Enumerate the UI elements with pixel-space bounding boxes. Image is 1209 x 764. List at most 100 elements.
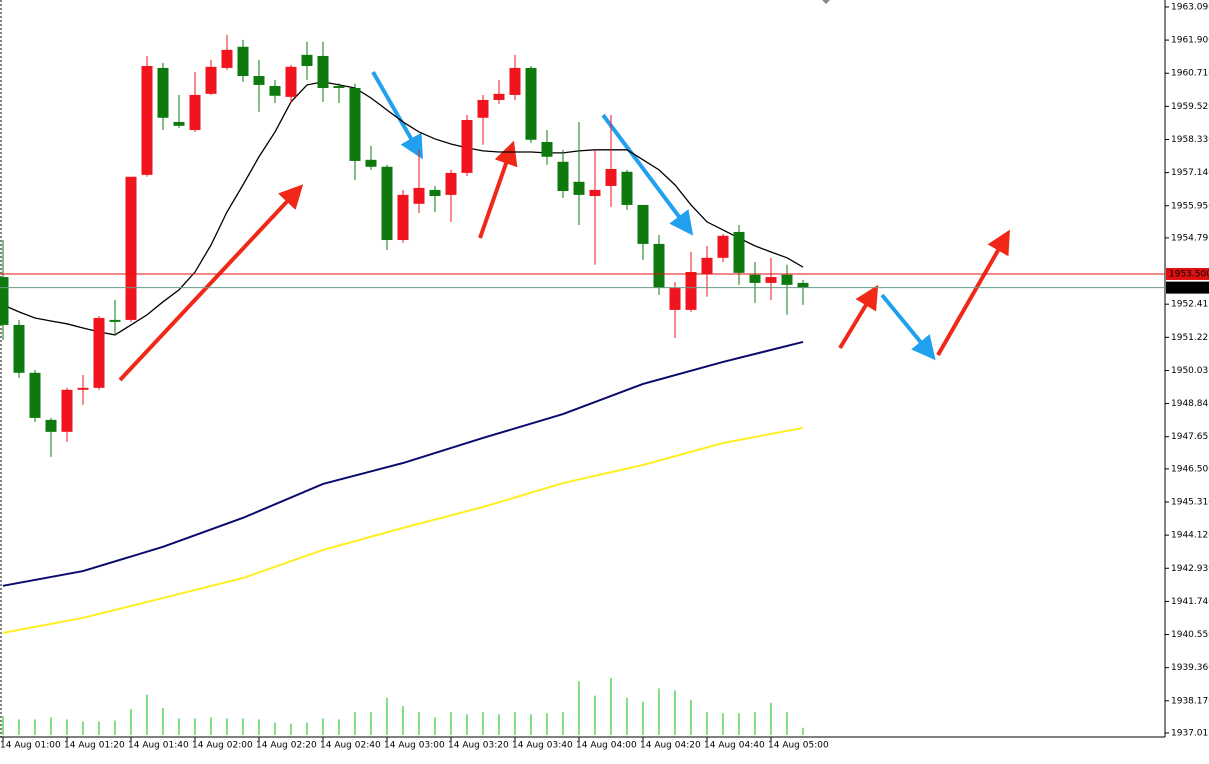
candle-body — [493, 93, 505, 100]
candle-body — [77, 387, 89, 390]
x-tick-label: 14 Aug 04:20 — [640, 741, 701, 751]
y-tick-label: 1942.930 — [1171, 564, 1209, 574]
y-tick-label: 1959.520 — [1171, 102, 1209, 112]
up-arrow — [118, 184, 304, 382]
candle-body — [573, 181, 585, 195]
candle-body — [685, 272, 697, 310]
candle-body — [477, 99, 489, 118]
candle-body — [317, 55, 329, 88]
y-tick-label: 1938.170 — [1171, 696, 1209, 706]
candle-body — [253, 76, 265, 85]
price-label-bg — [1166, 281, 1209, 294]
candle-body — [557, 161, 569, 192]
candle-body — [461, 120, 473, 173]
candle-body — [653, 243, 665, 288]
y-tick-label: 1951.225 — [1171, 333, 1209, 343]
candle-body — [701, 257, 713, 274]
down-arrow — [371, 71, 423, 160]
y-tick-label: 1950.035 — [1171, 366, 1209, 376]
candle-body — [797, 282, 809, 288]
y-tick-label: 1963.090 — [1171, 2, 1209, 12]
price-label-bg — [1166, 267, 1209, 280]
candle-body — [589, 189, 601, 197]
candle-body — [605, 169, 617, 186]
y-tick-label: 1947.655 — [1171, 432, 1209, 442]
x-tick-label: 14 Aug 02:00 — [192, 741, 253, 751]
candle-body — [733, 231, 745, 273]
candle-body — [349, 87, 361, 161]
candle-body — [0, 277, 9, 325]
y-tick-label: 1955.950 — [1171, 201, 1209, 211]
y-tick-label: 1957.140 — [1171, 168, 1209, 178]
candle-body — [13, 324, 25, 373]
down-arrow — [601, 113, 694, 236]
candle-body — [173, 121, 185, 126]
candle-body — [429, 189, 441, 197]
up-arrow — [478, 140, 518, 239]
x-tick-label: 14 Aug 01:00 — [0, 741, 61, 751]
y-tick-label: 1937.015 — [1171, 728, 1209, 738]
candle-body — [125, 176, 137, 320]
y-tick-label: 1954.795 — [1171, 233, 1209, 243]
candle-body — [781, 274, 793, 285]
shift-marker — [822, 0, 830, 4]
x-tick-label: 14 Aug 01:40 — [128, 741, 189, 751]
candle-body — [61, 389, 73, 432]
y-tick-label: 1948.845 — [1171, 399, 1209, 409]
candle-body — [669, 287, 681, 310]
x-tick-label: 14 Aug 03:40 — [512, 741, 573, 751]
candle-body — [269, 86, 281, 96]
x-tick-label: 14 Aug 03:20 — [448, 741, 509, 751]
candle-body — [205, 66, 217, 94]
candle-body — [541, 141, 553, 157]
candle-body — [413, 187, 425, 204]
candle-body — [189, 94, 201, 131]
y-tick-label: 1946.500 — [1171, 464, 1209, 474]
up-arrow — [936, 229, 1010, 356]
candle-body — [29, 372, 41, 418]
candle-body — [45, 419, 57, 432]
ma-line — [2, 340, 804, 587]
candle-body — [637, 204, 649, 244]
candle-body — [157, 67, 169, 118]
candle-body — [749, 274, 761, 283]
y-tick-label: 1939.360 — [1171, 663, 1209, 673]
candle-body — [333, 86, 345, 88]
candle-body — [525, 67, 537, 140]
candle-body — [717, 235, 729, 258]
candle-body — [109, 319, 121, 322]
x-tick-label: 14 Aug 02:20 — [256, 741, 317, 751]
y-tick-label: 1960.710 — [1171, 69, 1209, 79]
x-tick-label: 14 Aug 05:00 — [768, 741, 829, 751]
candle-body — [93, 317, 105, 388]
up-arrow — [838, 284, 879, 350]
price-label: 1953.010 — [1169, 283, 1209, 293]
x-tick-label: 14 Aug 01:20 — [64, 741, 125, 751]
y-tick-label: 1945.310 — [1171, 498, 1209, 508]
y-tick-label: 1941.740 — [1171, 597, 1209, 607]
ma-line — [2, 426, 804, 634]
candle-body — [381, 166, 393, 241]
candle-body — [285, 66, 297, 97]
candle-body — [445, 172, 457, 195]
x-tick-label: 14 Aug 03:00 — [384, 741, 445, 751]
x-tick-label: 14 Aug 04:40 — [704, 741, 765, 751]
y-tick-label: 1944.120 — [1171, 531, 1209, 541]
y-tick-label: 1952.415 — [1171, 300, 1209, 310]
x-tick-label: 14 Aug 02:40 — [320, 741, 381, 751]
candle-body — [141, 65, 153, 175]
price-label: 1953.500 — [1169, 269, 1209, 279]
candle-body — [397, 194, 409, 241]
candle-body — [509, 67, 521, 95]
candle-body — [765, 277, 777, 283]
down-arrow — [880, 293, 936, 361]
y-tick-label: 1961.900 — [1171, 36, 1209, 46]
annotation-arrows — [118, 71, 1010, 382]
candle-body — [237, 46, 249, 77]
y-tick-label: 1958.330 — [1171, 135, 1209, 145]
candle-body — [621, 171, 633, 205]
candle-body — [221, 49, 233, 68]
x-tick-label: 14 Aug 04:00 — [576, 741, 637, 751]
